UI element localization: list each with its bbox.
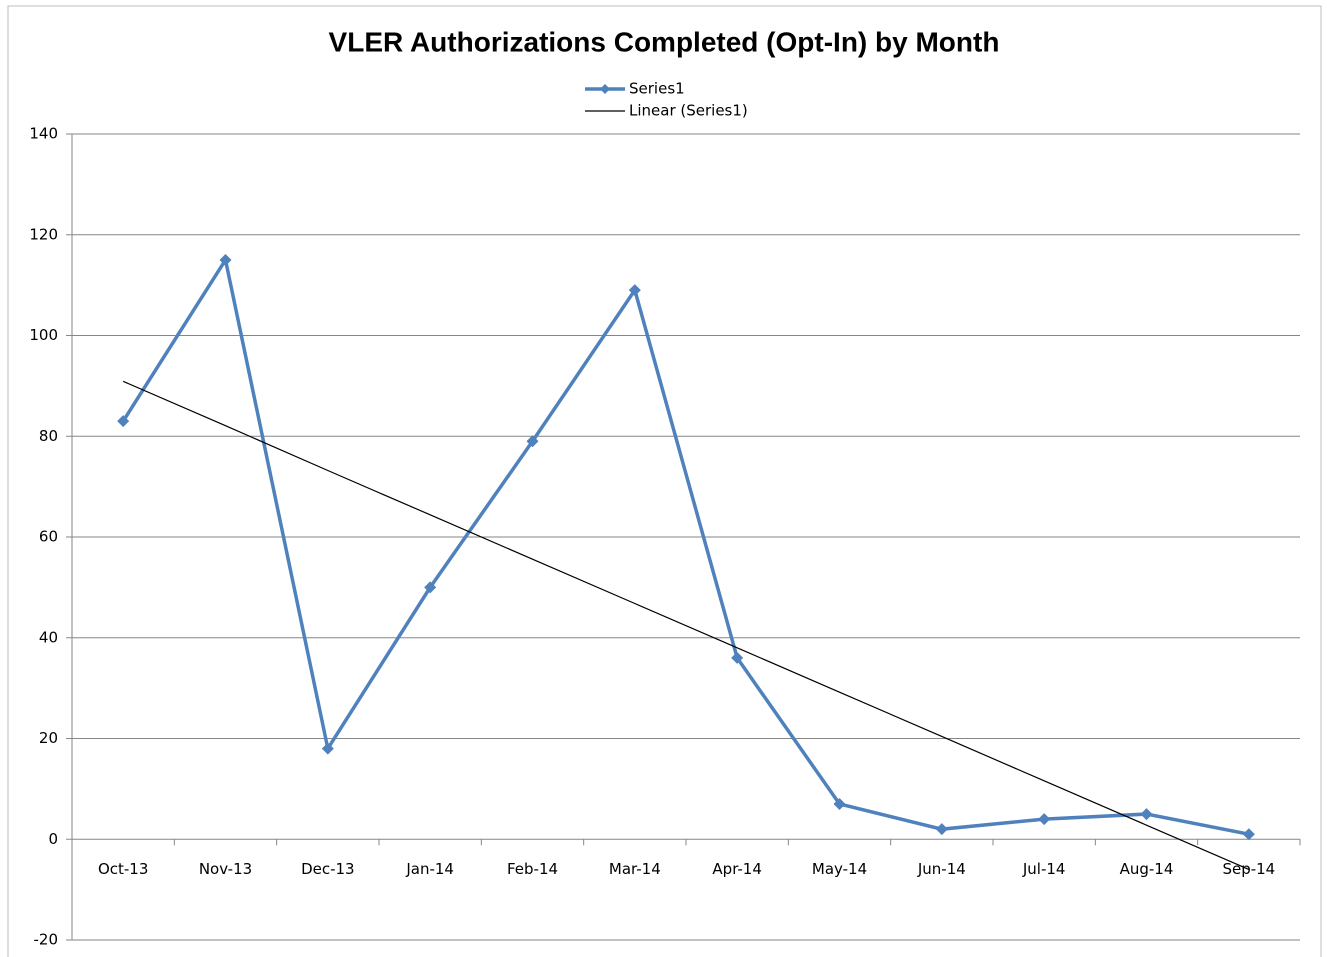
chart-title: VLER Authorizations Completed (Opt-In) b… bbox=[329, 26, 1000, 57]
trend-line bbox=[122, 380, 1250, 871]
y-tick-label: 100 bbox=[29, 326, 58, 344]
y-tick-label: 80 bbox=[39, 427, 58, 445]
x-tick-label: May-14 bbox=[812, 860, 867, 878]
y-tick-label: -20 bbox=[34, 931, 59, 949]
marker bbox=[833, 797, 846, 810]
y-tick-label: 120 bbox=[29, 225, 58, 243]
x-tick-label: Jul-14 bbox=[1022, 860, 1066, 878]
marker bbox=[1038, 813, 1051, 826]
y-tick-label: 0 bbox=[48, 830, 58, 848]
legend-label: Linear (Series1) bbox=[629, 102, 748, 120]
marker bbox=[1242, 828, 1255, 841]
marker bbox=[526, 435, 539, 448]
x-tick-label: Apr-14 bbox=[712, 860, 762, 878]
y-tick-label: 40 bbox=[39, 628, 58, 646]
marker bbox=[321, 742, 334, 755]
marker bbox=[1140, 808, 1153, 821]
marker bbox=[424, 581, 437, 594]
series-line bbox=[121, 255, 1250, 836]
marker bbox=[731, 651, 744, 664]
x-tick-label: Sep-14 bbox=[1222, 860, 1275, 878]
marker bbox=[219, 253, 232, 266]
x-tick-label: Oct-13 bbox=[98, 860, 148, 878]
legend-label: Series1 bbox=[629, 80, 685, 98]
x-tick-label: Jan-14 bbox=[405, 860, 454, 878]
y-tick-label: 140 bbox=[29, 125, 58, 143]
x-tick-label: Aug-14 bbox=[1120, 860, 1174, 878]
y-tick-label: 60 bbox=[39, 528, 58, 546]
x-tick-label: Jun-14 bbox=[917, 860, 966, 878]
y-tick-label: 20 bbox=[39, 729, 58, 747]
x-tick-label: Nov-13 bbox=[199, 860, 252, 878]
x-tick-label: Feb-14 bbox=[507, 860, 558, 878]
x-tick-label: Mar-14 bbox=[609, 860, 661, 878]
x-tick-label: Dec-13 bbox=[301, 860, 355, 878]
marker bbox=[935, 823, 948, 836]
marker bbox=[117, 415, 130, 428]
marker bbox=[628, 284, 641, 297]
legend-marker bbox=[600, 84, 610, 94]
chart-border bbox=[7, 5, 1322, 957]
